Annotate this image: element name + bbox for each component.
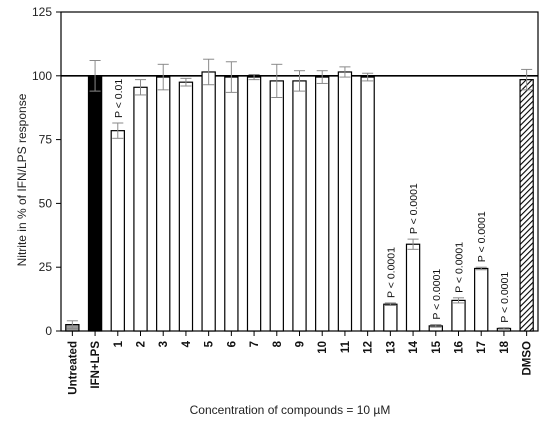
x-tick-label: Untreated	[67, 341, 79, 395]
y-tick-label: 75	[39, 133, 53, 147]
bar-11	[337, 71, 353, 332]
bar-13	[383, 303, 398, 332]
x-tick-label: 8	[272, 340, 284, 347]
significance-label: P < 0.0001	[408, 183, 420, 234]
bar-6	[224, 76, 239, 332]
x-tick-label: 2	[136, 341, 148, 347]
y-tick-label: 125	[32, 5, 52, 19]
x-tick-label: IFN+LPS	[90, 341, 102, 389]
bar-14	[405, 243, 421, 332]
x-tick-label: 10	[317, 341, 329, 354]
significance-label: P < 0.0001	[385, 247, 397, 298]
bar-ifn-lps	[87, 75, 103, 332]
significance-label: P < 0.0001	[454, 242, 466, 293]
x-tick-label: 16	[454, 341, 466, 354]
bar-3	[156, 76, 171, 332]
x-tick-label: 18	[499, 340, 511, 353]
significance-label: P < 0.01	[113, 79, 125, 118]
y-axis-title: Nitrite in % of IFN/LPS response	[15, 93, 29, 266]
x-tick-label: 14	[408, 340, 420, 353]
x-tick-label: 1	[113, 340, 125, 347]
bar-17	[474, 267, 489, 332]
x-tick-label: 11	[340, 340, 352, 353]
x-axis-title: Concentration of compounds = 10 µM	[190, 403, 391, 417]
x-tick-label: 7	[249, 341, 261, 347]
significance-label: P < 0.0001	[431, 269, 443, 320]
x-tick-label: 6	[226, 341, 238, 347]
y-tick-label: 25	[39, 260, 53, 274]
bar-4	[178, 81, 194, 332]
bar-8	[269, 80, 284, 332]
bar-7	[246, 76, 262, 332]
significance-label: P < 0.0001	[476, 211, 488, 262]
x-tick-label: 5	[204, 340, 216, 347]
bar-9	[292, 80, 307, 332]
x-tick-label: 15	[431, 340, 443, 353]
x-tick-label: 13	[385, 341, 397, 354]
bar-10	[315, 76, 330, 332]
bar-2	[133, 86, 148, 332]
x-tick-label: 4	[181, 340, 193, 347]
bar-5	[201, 71, 216, 332]
y-tick-label: 0	[45, 324, 52, 338]
y-tick-label: 50	[39, 196, 53, 210]
x-tick-label: 17	[476, 341, 488, 354]
x-tick-label: 12	[363, 341, 375, 354]
y-tick-label: 100	[32, 69, 52, 83]
x-tick-label: 9	[295, 341, 307, 347]
significance-label: P < 0.0001	[499, 272, 511, 323]
bar-1	[110, 130, 125, 332]
x-tick-label: DMSO	[522, 341, 534, 376]
bar-12	[360, 76, 375, 332]
x-tick-label: 3	[158, 341, 170, 347]
bar-dmso	[519, 79, 534, 332]
bar-16	[451, 299, 466, 332]
